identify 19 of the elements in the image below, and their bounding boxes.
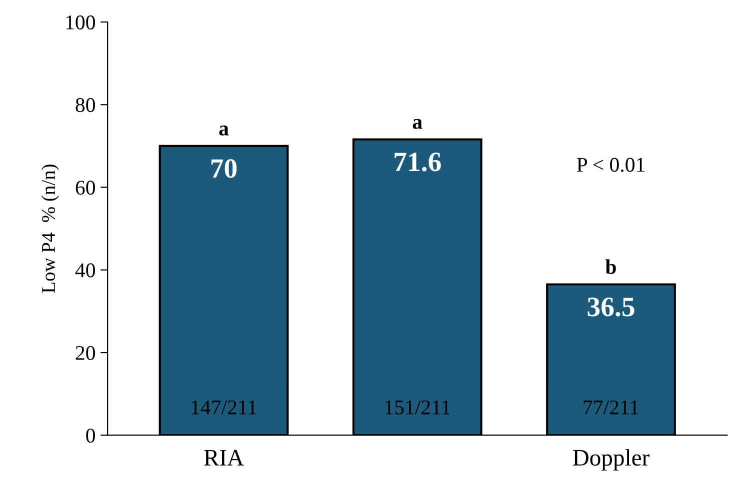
y-axis-title: Low P4 % (n/n) xyxy=(41,164,59,293)
annotation: P < 0.01 xyxy=(576,158,644,172)
data-label: 36.5 xyxy=(588,298,634,316)
x-tick-label: RIA xyxy=(204,450,244,466)
annotation: 147/211 xyxy=(192,400,256,414)
annotation: a xyxy=(219,126,229,136)
y-tick-label: 40 xyxy=(75,263,95,278)
y-tick-label: 60 xyxy=(76,180,95,195)
annotation: a xyxy=(412,118,422,129)
annotation: 151/211 xyxy=(385,400,450,414)
y-tick-label: 0 xyxy=(86,428,95,443)
data-label: 71.6 xyxy=(394,152,441,172)
y-tick-label: 100 xyxy=(66,15,95,30)
annotation: 77/211 xyxy=(584,400,638,414)
y-tick-label: 20 xyxy=(76,346,95,360)
y-tick-label: 80 xyxy=(76,98,95,112)
data-label: 70 xyxy=(211,159,237,178)
annotation: b xyxy=(605,259,616,274)
x-tick-label: Doppler xyxy=(572,449,650,471)
